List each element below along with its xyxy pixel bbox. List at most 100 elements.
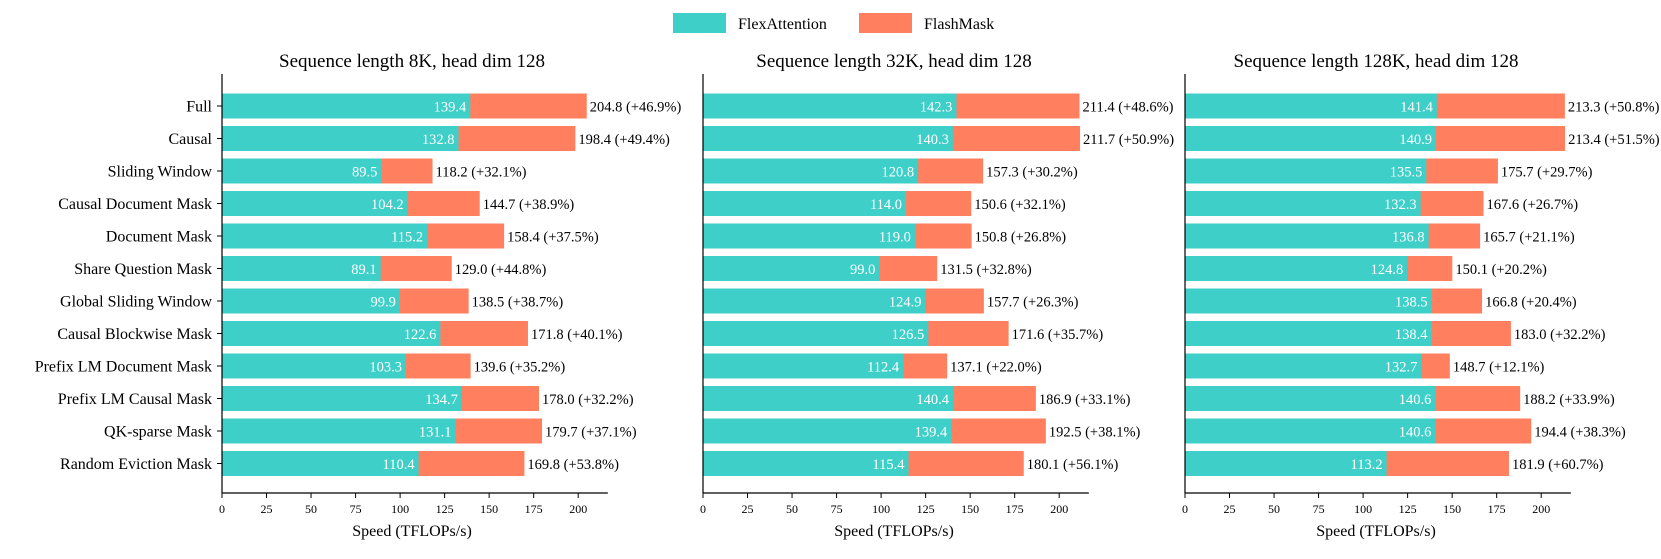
flashmask-value-label: 167.6 (+26.7%) (1486, 197, 1578, 213)
flexattention-bar (1185, 191, 1421, 216)
flexattention-value-label: 132.7 (1385, 360, 1418, 376)
x-tick-label: 25 (742, 502, 754, 516)
flexattention-value-label: 142.3 (920, 100, 953, 116)
category-label: Share Question Mask (74, 261, 212, 278)
flashmask-value-label: 178.0 (+32.2%) (542, 392, 634, 408)
flexattention-value-label: 122.6 (404, 327, 437, 343)
x-tick-label: 0 (219, 502, 225, 516)
x-tick-label: 0 (700, 502, 706, 516)
category-label: Causal Document Mask (58, 196, 212, 213)
category-label: Causal Blockwise Mask (57, 326, 212, 343)
flashmask-value-label: 179.7 (+37.1%) (545, 425, 637, 441)
legend-label-flexattention: FlexAttention (738, 16, 827, 33)
x-tick-label: 150 (480, 502, 498, 516)
legend-label-flashmask: FlashMask (924, 16, 994, 33)
flashmask-value-label: 211.4 (+48.6%) (1083, 100, 1174, 116)
flexattention-bar (1185, 93, 1437, 119)
flexattention-value-label: 126.5 (892, 327, 925, 343)
flexattention-bar (1185, 418, 1436, 444)
flashmask-value-label: 148.7 (+12.1%) (1453, 360, 1545, 376)
flashmask-value-label: 194.4 (+38.3%) (1534, 425, 1626, 441)
flexattention-bar (222, 418, 456, 444)
flashmask-value-label: 157.3 (+30.2%) (986, 165, 1078, 181)
flexattention-value-label: 132.3 (1384, 197, 1417, 213)
flexattention-value-label: 115.2 (391, 230, 423, 246)
panel-3-title: Sequence length 128K, head dim 128 (1234, 51, 1519, 72)
flashmask-value-label: 204.8 (+46.9%) (590, 100, 682, 116)
flexattention-value-label: 89.1 (351, 262, 376, 278)
flashmask-value-label: 150.8 (+26.8%) (975, 230, 1067, 246)
flexattention-bar (703, 126, 953, 151)
panel-1-title: Sequence length 8K, head dim 128 (279, 51, 545, 72)
flashmask-value-label: 211.7 (+50.9%) (1083, 132, 1174, 148)
flexattention-value-label: 132.8 (422, 132, 455, 148)
flexattention-bar (1185, 256, 1408, 281)
flexattention-value-label: 138.5 (1395, 295, 1428, 311)
flashmask-value-label: 186.9 (+33.1%) (1039, 392, 1131, 408)
flexattention-value-label: 134.7 (425, 392, 458, 408)
flexattention-bar (1185, 223, 1429, 249)
flashmask-value-label: 181.9 (+60.7%) (1512, 457, 1604, 473)
flexattention-bar (222, 321, 441, 346)
flashmask-value-label: 144.7 (+38.9%) (483, 197, 575, 213)
flashmask-value-label: 138.5 (+38.7%) (472, 295, 564, 311)
flashmask-value-label: 131.5 (+32.8%) (940, 262, 1032, 278)
flexattention-bar (222, 386, 462, 411)
flashmask-value-label: 157.7 (+26.3%) (987, 295, 1079, 311)
x-tick-label: 25 (1224, 502, 1236, 516)
flexattention-value-label: 140.4 (916, 392, 949, 408)
flexattention-bar (222, 158, 382, 184)
x-tick-label: 100 (872, 502, 890, 516)
flashmask-value-label: 129.0 (+44.8%) (455, 262, 547, 278)
flexattention-value-label: 139.4 (434, 100, 467, 116)
flexattention-bar (703, 223, 915, 249)
flexattention-bar (1185, 321, 1432, 346)
flashmask-value-label: 139.6 (+35.2%) (474, 360, 566, 376)
flexattention-value-label: 120.8 (882, 165, 915, 181)
flexattention-bar (703, 418, 952, 444)
x-tick-label: 75 (1313, 502, 1325, 516)
x-tick-label: 75 (350, 502, 362, 516)
category-label: Sliding Window (108, 164, 213, 181)
x-tick-label: 200 (569, 502, 587, 516)
flexattention-value-label: 135.5 (1390, 165, 1423, 181)
flexattention-value-label: 99.0 (850, 262, 875, 278)
flexattention-value-label: 119.0 (879, 230, 911, 246)
flashmask-value-label: 198.4 (+49.4%) (578, 132, 670, 148)
flexattention-bar (703, 451, 909, 476)
flexattention-bar (222, 288, 400, 314)
flexattention-value-label: 112.4 (867, 360, 900, 376)
x-tick-label: 25 (261, 502, 273, 516)
x-tick-label: 100 (391, 502, 409, 516)
flexattention-bar (703, 353, 904, 379)
x-tick-label: 175 (1488, 502, 1506, 516)
category-label: Random Eviction Mask (60, 456, 212, 473)
flashmask-value-label: 213.3 (+50.8%) (1568, 100, 1660, 116)
flexattention-value-label: 114.0 (870, 197, 902, 213)
flexattention-bar (1185, 288, 1432, 314)
flashmask-value-label: 118.2 (+32.1%) (436, 165, 527, 181)
flexattention-bar (703, 386, 954, 411)
x-tick-label: 125 (917, 502, 935, 516)
flexattention-bar (703, 256, 880, 281)
category-label: Document Mask (106, 229, 212, 246)
flexattention-value-label: 136.8 (1392, 230, 1425, 246)
flashmask-value-label: 171.6 (+35.7%) (1012, 327, 1104, 343)
flashmask-value-label: 150.1 (+20.2%) (1455, 262, 1547, 278)
panel-3-xlabel: Speed (TFLOPs/s) (1316, 523, 1436, 540)
x-tick-label: 150 (961, 502, 979, 516)
flashmask-value-label: 188.2 (+33.9%) (1523, 392, 1615, 408)
x-tick-label: 200 (1532, 502, 1550, 516)
flexattention-value-label: 140.6 (1399, 392, 1432, 408)
flashmask-value-label: 165.7 (+21.1%) (1483, 230, 1575, 246)
flexattention-value-label: 104.2 (371, 197, 404, 213)
category-label: QK-sparse Mask (104, 424, 212, 441)
category-label: Prefix LM Document Mask (35, 359, 212, 376)
flashmask-value-label: 158.4 (+37.5%) (507, 230, 599, 246)
flexattention-value-label: 124.8 (1371, 262, 1404, 278)
panel-1-xlabel: Speed (TFLOPs/s) (352, 523, 472, 540)
flexattention-value-label: 140.6 (1399, 425, 1432, 441)
flexattention-bar (222, 353, 406, 379)
x-tick-label: 75 (831, 502, 843, 516)
